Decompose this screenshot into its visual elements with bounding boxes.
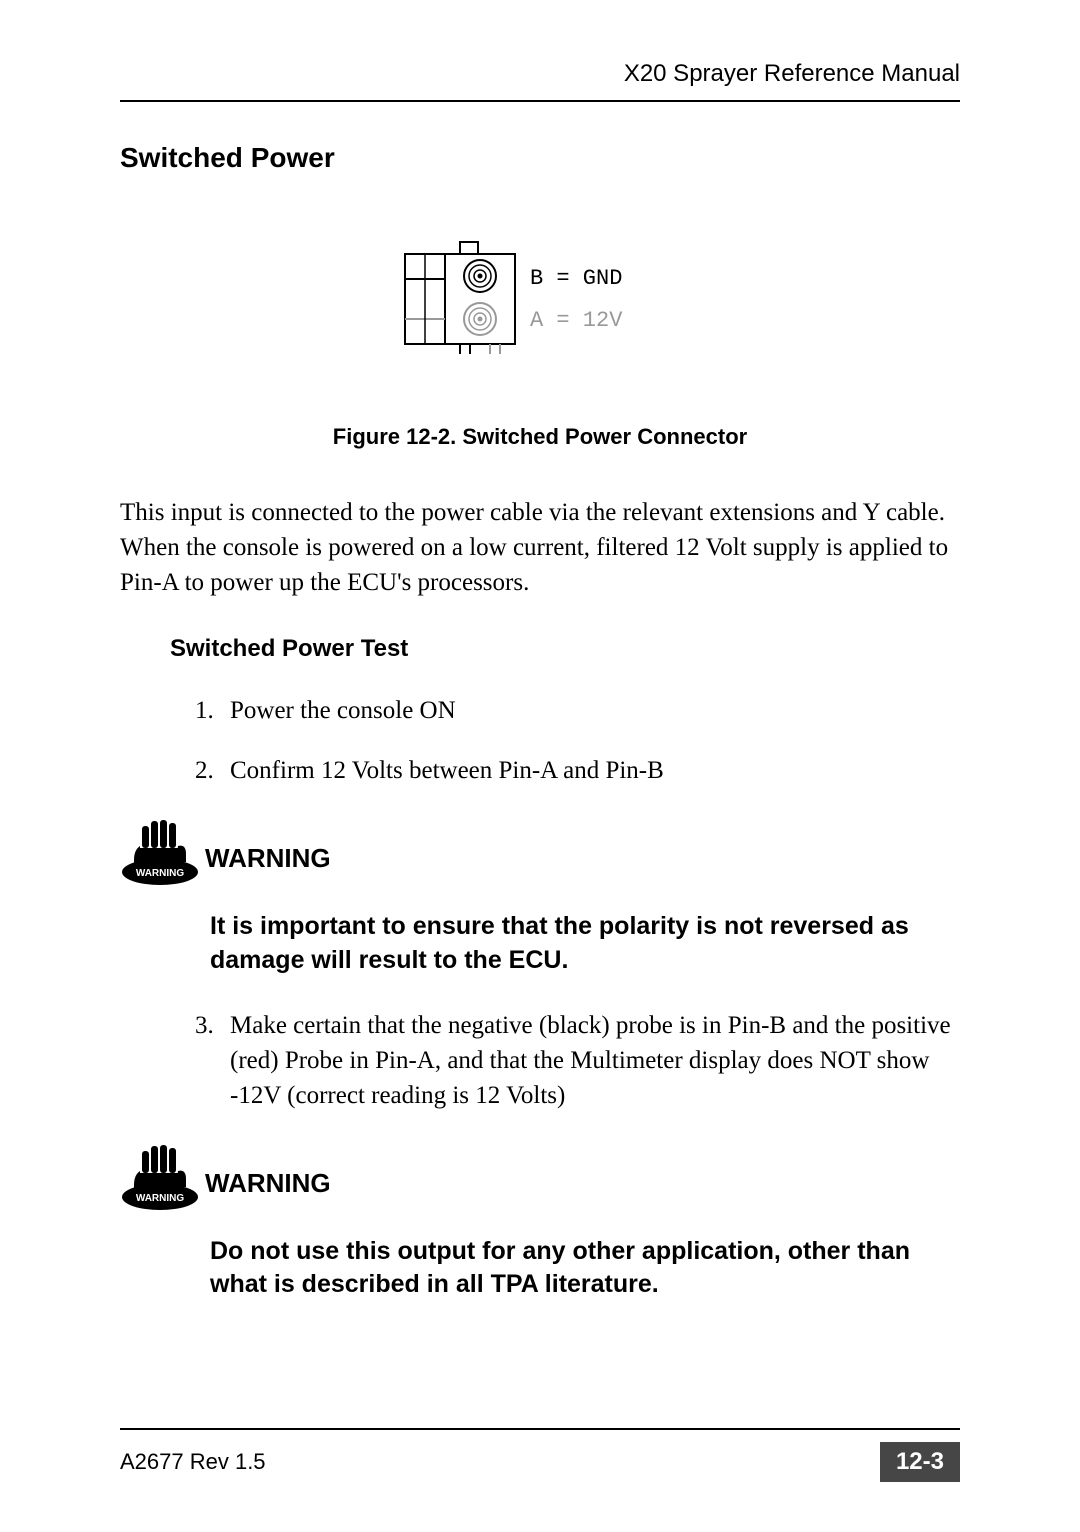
warning-title: WARNING	[205, 1143, 331, 1199]
svg-text:WARNING: WARNING	[136, 868, 185, 879]
list-text: Make certain that the negative (black) p…	[230, 1008, 960, 1113]
list-item: 2. Confirm 12 Volts between Pin-A and Pi…	[195, 753, 960, 788]
warning-icon: WARNING	[120, 818, 205, 895]
warning-title: WARNING	[205, 818, 331, 874]
svg-text:WARNING: WARNING	[136, 1193, 185, 1204]
list-item: 1. Power the console ON	[195, 693, 960, 728]
figure-caption: Figure 12-2. Switched Power Connector	[120, 424, 960, 450]
steps-list: 1. Power the console ON 2. Confirm 12 Vo…	[195, 693, 960, 788]
list-item: 3. Make certain that the negative (black…	[195, 1008, 960, 1113]
pin-b-label: B = GND	[530, 266, 622, 291]
body-paragraph: This input is connected to the power cab…	[120, 495, 960, 600]
section-title: Switched Power	[120, 142, 960, 174]
warning-icon: WARNING	[120, 1143, 205, 1220]
page-header: X20 Sprayer Reference Manual	[120, 60, 960, 102]
list-number: 2.	[195, 753, 230, 788]
subsection-title: Switched Power Test	[170, 635, 960, 663]
warning-block: WARNING WARNING	[120, 818, 960, 895]
footer-page-number: 12-3	[880, 1442, 960, 1482]
warning-text: Do not use this output for any other app…	[210, 1235, 960, 1303]
warning-block: WARNING WARNING	[120, 1143, 960, 1220]
steps-list-cont: 3. Make certain that the negative (black…	[195, 1008, 960, 1113]
warning-text: It is important to ensure that the polar…	[210, 910, 960, 978]
connector-diagram: B = GND A = 12V	[385, 224, 695, 364]
page-footer: A2677 Rev 1.5 12-3	[120, 1428, 960, 1482]
list-text: Confirm 12 Volts between Pin-A and Pin-B	[230, 753, 664, 788]
pin-a-label: A = 12V	[530, 308, 623, 333]
footer-revision: A2677 Rev 1.5	[120, 1449, 266, 1475]
list-number: 3.	[195, 1008, 230, 1113]
list-text: Power the console ON	[230, 693, 456, 728]
figure-container: B = GND A = 12V	[120, 224, 960, 394]
list-number: 1.	[195, 693, 230, 728]
